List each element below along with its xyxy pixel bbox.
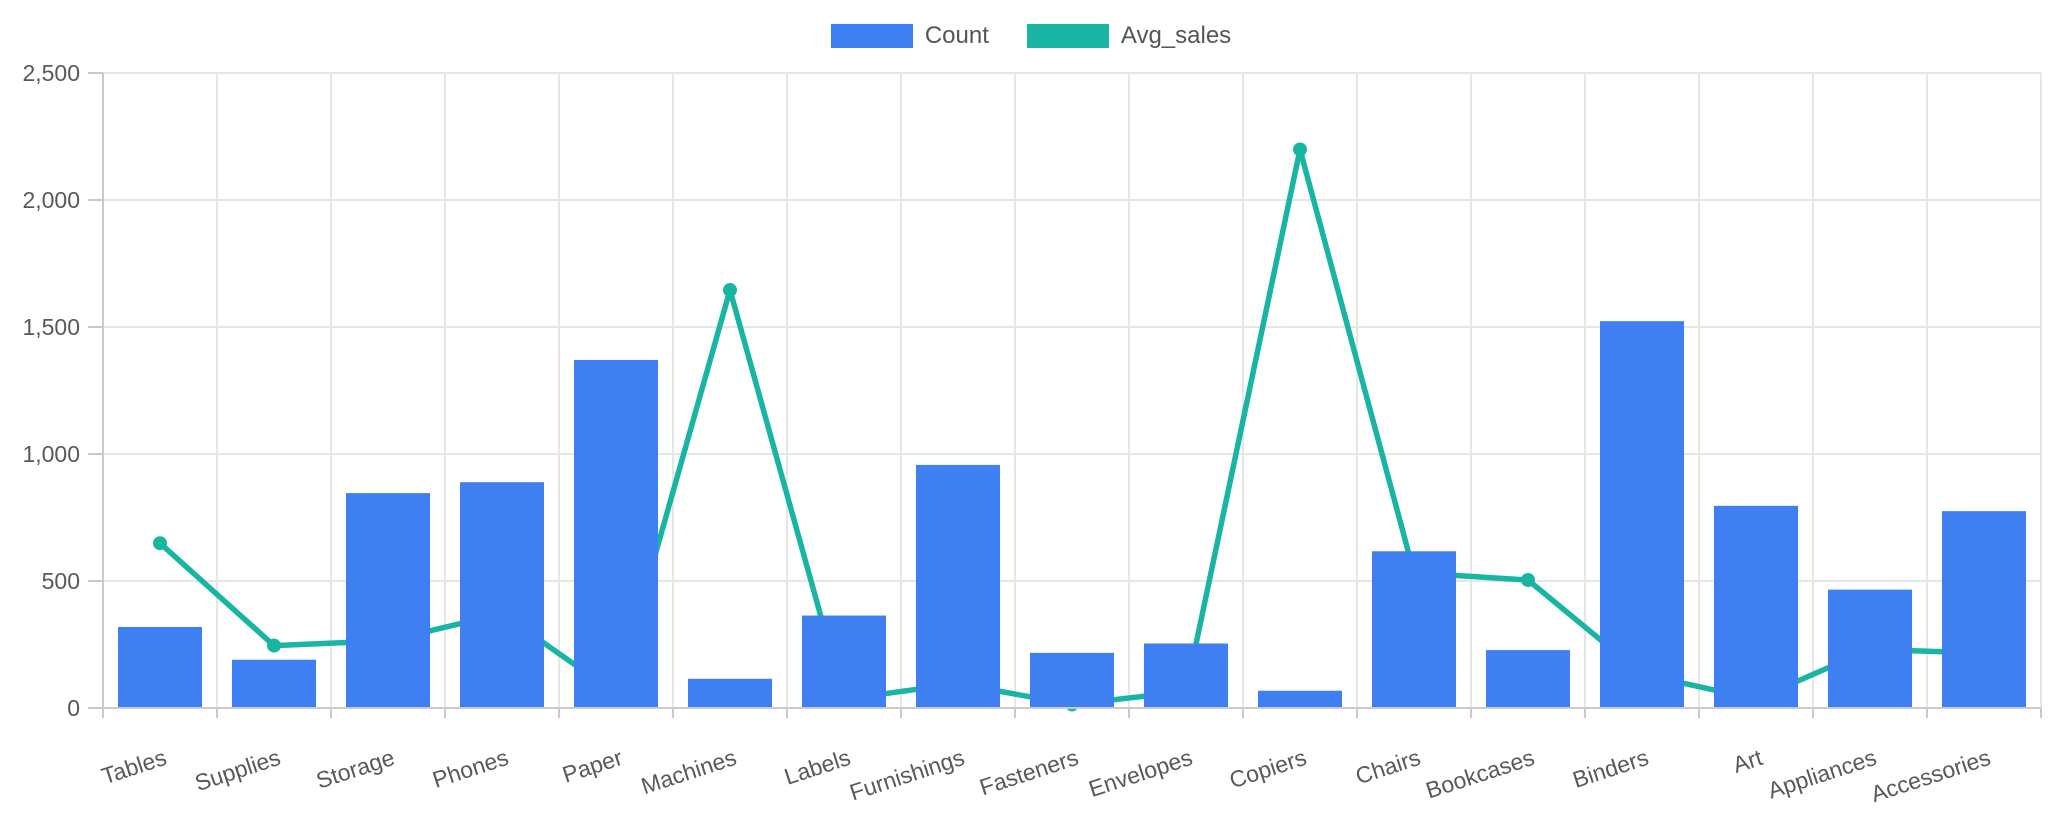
x-category-label-fasteners: Fasteners [976, 744, 1081, 800]
bar-paper[interactable] [574, 360, 658, 708]
x-category-label-storage: Storage [313, 744, 398, 794]
bar-phones[interactable] [460, 482, 544, 708]
x-category-label-binders: Binders [1569, 744, 1651, 793]
bar-chairs[interactable] [1372, 551, 1456, 708]
count-series-swatch-icon [830, 24, 913, 48]
x-category-label-chairs: Chairs [1352, 744, 1423, 789]
x-category-label-supplies: Supplies [192, 744, 284, 796]
point-copiers[interactable] [1293, 142, 1307, 157]
x-category-label-copiers: Copiers [1226, 744, 1309, 793]
bar-furnishings[interactable] [916, 464, 1000, 708]
bar-machines[interactable] [688, 678, 772, 708]
x-category-label-accessories: Accessories [1868, 744, 1994, 807]
avg-sales-line [157, 146, 1987, 708]
bar-appliances[interactable] [1828, 589, 1912, 708]
axes [88, 72, 2042, 718]
bar-copiers[interactable] [1258, 690, 1342, 708]
y-tick-label: 2,500 [22, 60, 80, 86]
x-category-label-appliances: Appliances [1764, 744, 1879, 804]
count-bar-series [118, 321, 2026, 708]
bar-binders[interactable] [1600, 321, 1684, 708]
x-axis-category-labels: Tables Supplies Storage Phones Paper Machines… [98, 744, 1993, 807]
y-tick-label: 1,000 [22, 441, 80, 467]
point-machines[interactable] [723, 283, 737, 298]
legend-label-count: Count [924, 22, 989, 49]
x-category-label-paper: Paper [559, 744, 626, 788]
gridlines [102, 72, 2042, 709]
point-supplies[interactable] [267, 638, 281, 653]
bar-tables[interactable] [118, 626, 202, 708]
bar-storage[interactable] [346, 493, 430, 708]
x-category-label-art: Art [1730, 744, 1767, 778]
y-tick-label: 500 [42, 568, 80, 594]
y-tick-label: 1,500 [22, 314, 80, 340]
bar-art[interactable] [1714, 505, 1798, 708]
bar-accessories[interactable] [1942, 511, 2026, 708]
y-tick-label: 0 [67, 695, 80, 721]
bar-supplies[interactable] [232, 659, 316, 708]
point-tables[interactable] [153, 536, 167, 551]
legend-label-avg-sales: Avg_sales [1120, 22, 1232, 49]
avg-sales-series-swatch-icon [1026, 24, 1109, 48]
bar-envelopes[interactable] [1144, 643, 1228, 708]
legend-item-avg-sales[interactable]: Avg_sales [1026, 22, 1232, 49]
x-category-label-labels: Labels [781, 744, 853, 790]
x-category-label-furnishings: Furnishings [846, 744, 967, 805]
bar-labels[interactable] [802, 615, 886, 708]
bar-bookcases[interactable] [1486, 650, 1570, 708]
x-category-label-phones: Phones [429, 744, 511, 793]
x-category-label-envelopes: Envelopes [1085, 744, 1195, 802]
x-category-label-tables: Tables [98, 744, 169, 789]
y-tick-label: 2,000 [22, 187, 80, 213]
point-bookcases[interactable] [1521, 573, 1535, 588]
bar-fasteners[interactable] [1030, 652, 1114, 708]
y-axis-tick-labels: 0 500 1,000 1,500 2,000 2,500 [22, 60, 80, 721]
x-category-label-machines: Machines [638, 744, 740, 799]
x-category-label-bookcases: Bookcases [1423, 744, 1538, 803]
legend-item-count[interactable]: Count [830, 22, 989, 49]
chart-legend: Count Avg_sales [0, 24, 2062, 48]
